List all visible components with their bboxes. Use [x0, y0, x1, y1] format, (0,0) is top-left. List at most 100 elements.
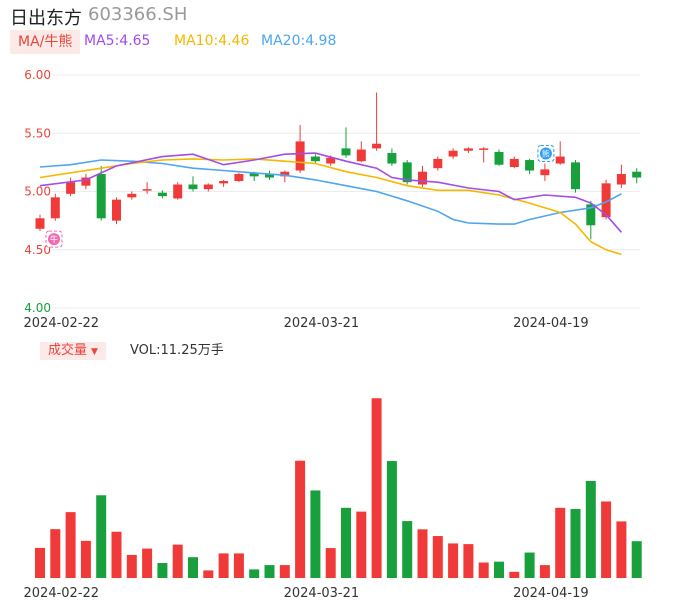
candle-body	[173, 184, 183, 199]
stock-name: 日出东方	[10, 8, 82, 29]
candle-body	[310, 156, 320, 162]
buy-marker-label: 牛	[50, 234, 58, 244]
candle-body	[540, 169, 550, 176]
price-x-tick-label: 2024-04-19	[513, 316, 589, 331]
candle-body	[188, 184, 198, 190]
y-tick-label: 4.50	[24, 243, 51, 257]
volume-bar	[126, 554, 137, 578]
volume-x-tick-label: 2024-03-21	[284, 586, 360, 601]
volume-bar	[264, 565, 275, 578]
candle-body	[219, 181, 229, 184]
volume-bar	[463, 544, 474, 578]
candle-body	[66, 182, 76, 194]
candle-body	[463, 148, 473, 151]
volume-bar	[570, 509, 581, 578]
buy-marker-icon	[48, 233, 60, 246]
volume-bar	[341, 507, 351, 578]
candle-body	[433, 158, 443, 169]
candle-body	[127, 193, 137, 198]
candle-body	[448, 150, 458, 157]
candle-body	[112, 199, 121, 221]
volume-bar	[494, 561, 504, 578]
ma5-line	[39, 152, 623, 233]
stock-code: 603366.SH	[88, 4, 188, 25]
price-x-tick-label: 2024-02-22	[24, 316, 100, 331]
candle-body	[402, 162, 412, 183]
ma20-line	[39, 159, 622, 225]
ma5-label: MA5:4.65	[84, 33, 151, 49]
volume-bar	[371, 398, 382, 578]
candle-body	[280, 171, 290, 177]
candle-body	[525, 160, 535, 171]
volume-bar	[50, 529, 61, 578]
volume-x-tick-label: 2024-04-19	[513, 586, 589, 601]
candle-body	[494, 151, 504, 165]
volume-bar	[279, 565, 290, 578]
candle-body	[295, 141, 305, 171]
volume-bar	[310, 490, 321, 578]
volume-bar	[295, 460, 306, 578]
candle-body	[571, 162, 580, 190]
volume-bar	[509, 571, 520, 578]
candle-body	[341, 148, 351, 156]
candle-body	[157, 192, 167, 197]
volume-x-tick-label: 2024-02-22	[24, 586, 100, 601]
candle-body	[479, 148, 489, 150]
candle-body	[418, 171, 427, 185]
candle-body	[509, 158, 519, 168]
y-tick-label: 5.00	[24, 185, 51, 199]
volume-bar	[631, 541, 642, 578]
candle-body	[601, 183, 611, 218]
candle-body	[249, 172, 259, 177]
y-tick-label: 5.50	[24, 126, 51, 140]
volume-bar	[325, 548, 336, 578]
candle-body	[555, 156, 565, 164]
candle-body	[203, 184, 213, 190]
candle-body	[372, 143, 382, 149]
candle-body	[35, 218, 45, 229]
volume-bar	[585, 480, 596, 578]
volume-bar	[142, 548, 153, 578]
sell-marker-icon	[539, 147, 552, 160]
candle-body	[356, 149, 366, 162]
volume-bar	[539, 565, 550, 578]
volume-bar	[218, 553, 229, 578]
volume-bar	[356, 511, 367, 578]
volume-bar	[448, 543, 459, 578]
volume-bar	[616, 521, 627, 578]
caret-down-icon: ▼	[91, 347, 98, 357]
volume-bar	[188, 557, 198, 578]
candle-body	[50, 197, 60, 219]
volume-bar	[417, 529, 428, 578]
volume-bar	[96, 495, 107, 578]
volume-bar	[249, 569, 260, 578]
candle-body	[234, 174, 244, 182]
volume-bar	[35, 547, 45, 578]
volume-bar	[432, 536, 443, 578]
volume-bar	[524, 552, 535, 578]
candle-body	[142, 189, 152, 191]
indicator-tab-label: 成交量	[48, 343, 88, 358]
candle-body	[632, 171, 642, 178]
volume-bar	[386, 461, 397, 578]
candle-body	[586, 204, 596, 226]
ma10-line	[39, 158, 622, 256]
volume-bar	[233, 553, 244, 578]
volume-bar	[478, 562, 489, 578]
ma10-label: MA10:4.46	[174, 33, 250, 49]
volume-bar	[601, 501, 612, 578]
volume-bar	[65, 512, 76, 578]
ma-selector-tab[interactable]: MA/牛熊	[10, 30, 81, 54]
y-tick-label: 6.00	[24, 68, 51, 82]
volume-bar	[111, 531, 122, 578]
volume-bar	[402, 521, 413, 578]
candle-body	[81, 177, 91, 186]
price-x-tick-label: 2024-03-21	[284, 316, 360, 331]
candle-body	[616, 174, 626, 185]
sell-marker-label: 熊	[542, 149, 550, 159]
ma20-label: MA20:4.98	[261, 33, 337, 49]
indicator-selector-tab[interactable]: 成交量 ▼	[40, 342, 106, 360]
y-tick-label: 4.00	[24, 301, 51, 315]
candle-body	[96, 174, 106, 219]
